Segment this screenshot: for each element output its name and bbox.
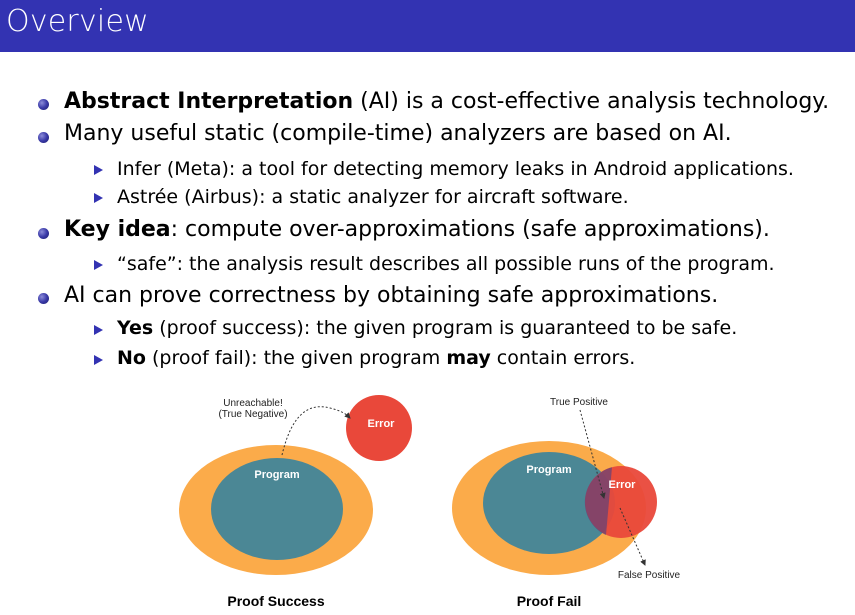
bullet-text: (AI) is a cost-effective analysis techno… [353,89,830,114]
caption-proof-success: Proof Success [227,593,324,609]
bullet-marker [38,99,49,110]
sub-bullet-text: (proof fail): the given program [145,347,447,369]
bullet-marker [38,132,49,143]
sub-bullet-no: No (proof fail): the given program may c… [117,347,635,369]
bullet-text: Many useful static (compile-time) analyz… [64,121,732,146]
bullet-bold-term: Abstract Interpretation [64,89,354,114]
sub-bullet-text: contain errors. [490,347,636,369]
error-label: Error [609,479,637,491]
sub-bullet-text: “safe”: the analysis result describes al… [117,253,775,275]
sub-bullet-marker [94,355,103,365]
annotation-false-positive: False Positive [618,570,681,581]
error-label: Error [368,418,396,430]
program-label: Program [526,464,571,476]
sub-bullet-text: (proof success): the given program is gu… [153,317,738,339]
annotation-true-negative: (True Negative) [218,409,287,420]
overlap-region [584,467,612,535]
sub-bullet-bold-emphasis: may [446,347,491,369]
sub-bullet-text: Astrée (Airbus): a static analyzer for a… [117,186,629,208]
annotation-true-positive: True Positive [550,397,608,408]
annotation-unreachable: Unreachable! [223,398,282,409]
proof-success-diagram: Program Error Unreachable! (True Negativ… [179,395,412,609]
sub-bullet-marker [94,165,103,175]
bullet-key-idea: Key idea: compute over-approximations (s… [64,217,770,242]
bullet-marker [38,293,49,304]
error-circle [346,395,412,461]
bullet-static-analyzers: Many useful static (compile-time) analyz… [64,121,732,146]
proof-fail-diagram: Program Error True Positive False Positi… [452,397,681,609]
true-positive-arrow [579,409,606,499]
bullet-text: AI can prove correctness by obtaining sa… [64,283,719,308]
bullet-marker [38,228,49,239]
bullet-bold-term: Key idea [64,217,171,242]
bullet-prove-correctness: AI can prove correctness by obtaining sa… [64,283,718,308]
program-label: Program [254,469,299,481]
bullet-text: : compute over-approximations (safe appr… [170,217,770,242]
program-ellipse [483,452,615,554]
caption-proof-fail: Proof Fail [517,593,582,609]
sub-bullet-marker [94,193,103,203]
program-ellipse [211,458,343,560]
sub-bullet-bold-term: Yes [117,317,154,339]
sub-bullet-marker [94,260,103,270]
sub-bullet-bold-term: No [117,347,146,369]
sub-bullet-safe: “safe”: the analysis result describes al… [117,253,775,275]
sub-bullet-text: Infer (Meta): a tool for detecting memor… [117,158,794,180]
unreachable-arrow [281,406,351,456]
sub-bullet-infer: Infer (Meta): a tool for detecting memor… [117,158,794,180]
slide-title: Overview [6,4,149,39]
slide-title-bar: Overview [0,0,855,52]
sub-bullet-astree: Astrée (Airbus): a static analyzer for a… [117,186,629,208]
sub-bullet-yes: Yes (proof success): the given program i… [117,317,737,339]
bullet-abstract-interpretation: Abstract Interpretation (AI) is a cost-e… [64,89,829,114]
sub-bullet-marker [94,325,103,335]
